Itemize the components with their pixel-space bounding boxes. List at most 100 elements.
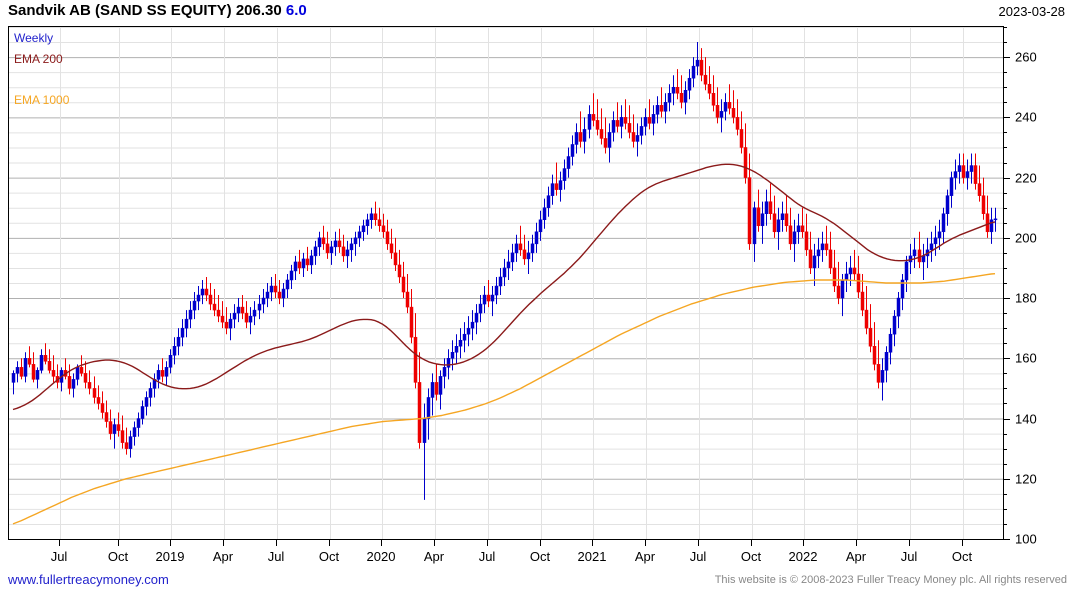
y-axis-tick: [1004, 207, 1007, 209]
x-axis-tick: [698, 540, 699, 546]
x-axis-tick: [751, 540, 752, 546]
x-axis-tick: [803, 540, 804, 546]
x-axis-tick: [434, 540, 435, 546]
y-axis-tick: [1004, 283, 1007, 284]
y-axis: 100 120 140 160 180 200 220 240 260: [1004, 26, 1075, 547]
x-axis-label: Oct: [740, 549, 762, 564]
legend-ema-1000: EMA 1000: [14, 93, 70, 107]
y-axis-tick: [1004, 57, 1010, 59]
x-axis-tick: [487, 540, 488, 546]
x-axis-tick: [909, 540, 910, 546]
x-axis-tick: [276, 540, 277, 546]
page-title: Sandvik AB (SAND SS EQUITY) 206.30 6.0: [8, 2, 307, 19]
y-axis-tick: [1004, 192, 1007, 194]
x-axis-label: Apr: [423, 549, 445, 564]
x-axis-label: 2022: [788, 549, 818, 564]
y-axis-tick: [1004, 72, 1007, 74]
x-axis-label: 2019: [155, 549, 185, 564]
x-axis-label: 2021: [577, 549, 607, 564]
y-axis-tick: [1004, 27, 1007, 28]
y-axis-tick: [1004, 388, 1007, 390]
y-axis-label: 160: [1015, 350, 1037, 366]
y-axis-tick: [1004, 237, 1010, 239]
x-axis-tick: [170, 540, 171, 546]
y-axis-label: 140: [1015, 411, 1037, 427]
y-axis-tick: [1004, 358, 1010, 360]
x-axis-label: Oct: [529, 549, 551, 564]
y-axis-tick: [1004, 508, 1007, 510]
y-axis-tick: [1004, 403, 1007, 405]
last-price: 206.30: [235, 2, 282, 19]
y-axis-label: 100: [1015, 531, 1037, 547]
x-axis-tick: [592, 540, 593, 546]
x-axis-label: 2020: [366, 549, 396, 564]
y-axis-tick: [1004, 433, 1007, 435]
y-axis-tick: [1004, 418, 1010, 420]
chart-footer: www.fullertreacymoney.com This website i…: [0, 572, 1075, 600]
legend-ema-200: EMA 200: [14, 52, 63, 66]
y-axis-tick: [1004, 177, 1010, 179]
y-axis-label: 260: [1015, 49, 1037, 65]
legend-interval: Weekly: [14, 31, 54, 45]
y-axis-tick: [1004, 343, 1007, 345]
grid-major: [9, 57, 1003, 480]
y-axis-tick: [1004, 478, 1010, 480]
x-axis-tick: [540, 540, 541, 546]
y-axis-tick: [1004, 252, 1007, 254]
y-axis-tick: [1004, 328, 1007, 330]
candlestick-series: [11, 42, 998, 500]
y-axis-tick: [1004, 147, 1007, 149]
x-axis-tick: [329, 540, 330, 546]
y-axis-label: 180: [1015, 290, 1037, 306]
y-axis-label: 240: [1015, 109, 1037, 125]
as-of-date: 2023-03-28: [998, 4, 1066, 19]
copyright-text: This website is © 2008-2023 Fuller Treac…: [714, 574, 1067, 586]
chart-header: Sandvik AB (SAND SS EQUITY) 206.30 6.0 2…: [0, 0, 1075, 26]
x-axis-tick: [223, 540, 224, 546]
y-axis-tick: [1004, 102, 1007, 104]
y-axis-tick: [1004, 313, 1007, 315]
x-axis-tick: [381, 540, 382, 546]
x-axis-tick: [962, 540, 963, 546]
x-axis-label: Jul: [900, 549, 918, 564]
x-axis-label: Jul: [478, 549, 496, 564]
y-axis-tick: [1004, 373, 1007, 375]
x-axis-label: Apr: [212, 549, 234, 564]
site-link[interactable]: www.fullertreacymoney.com: [8, 572, 169, 587]
y-axis-tick: [1004, 298, 1010, 300]
x-axis-label: Oct: [951, 549, 973, 564]
y-axis-tick: [1004, 132, 1007, 134]
x-axis-label: Oct: [318, 549, 340, 564]
y-axis-tick: [1004, 448, 1007, 450]
y-axis-tick: [1004, 267, 1007, 269]
price-change: 6.0: [285, 2, 307, 19]
x-axis-label: Apr: [845, 549, 867, 564]
x-axis-tick: [645, 540, 646, 546]
y-axis-tick: [1004, 523, 1007, 525]
x-axis-label: Jul: [689, 549, 707, 564]
x-axis-label: Jul: [50, 549, 68, 564]
y-axis-label: 200: [1015, 230, 1037, 246]
y-axis-tick: [1004, 162, 1007, 164]
y-axis-label: 220: [1015, 170, 1037, 186]
x-axis-label: Oct: [107, 549, 129, 564]
instrument-name: Sandvik AB (SAND SS EQUITY): [8, 2, 232, 19]
y-axis-label: 120: [1015, 471, 1037, 487]
x-axis-tick: [856, 540, 857, 546]
y-axis-tick: [1004, 117, 1010, 119]
chart-canvas: [9, 27, 1003, 539]
y-axis-tick: [1004, 87, 1007, 89]
x-axis: Jul Oct 2019 Apr Jul Oct 2020 Apr Jul Oct 2021 Apr J…: [8, 540, 1004, 570]
x-axis-tick: [59, 540, 60, 546]
y-axis-tick: [1004, 42, 1007, 44]
y-axis-tick: [1004, 463, 1007, 465]
chart-plot-area: [8, 26, 1004, 540]
y-axis-tick: [1004, 222, 1007, 224]
y-axis-tick: [1004, 493, 1007, 495]
x-axis-label: Apr: [634, 549, 656, 564]
x-axis-tick: [118, 540, 119, 546]
x-axis-label: Jul: [267, 549, 285, 564]
y-axis-tick: [1004, 539, 1010, 540]
ema-200-line: [12, 163, 996, 411]
